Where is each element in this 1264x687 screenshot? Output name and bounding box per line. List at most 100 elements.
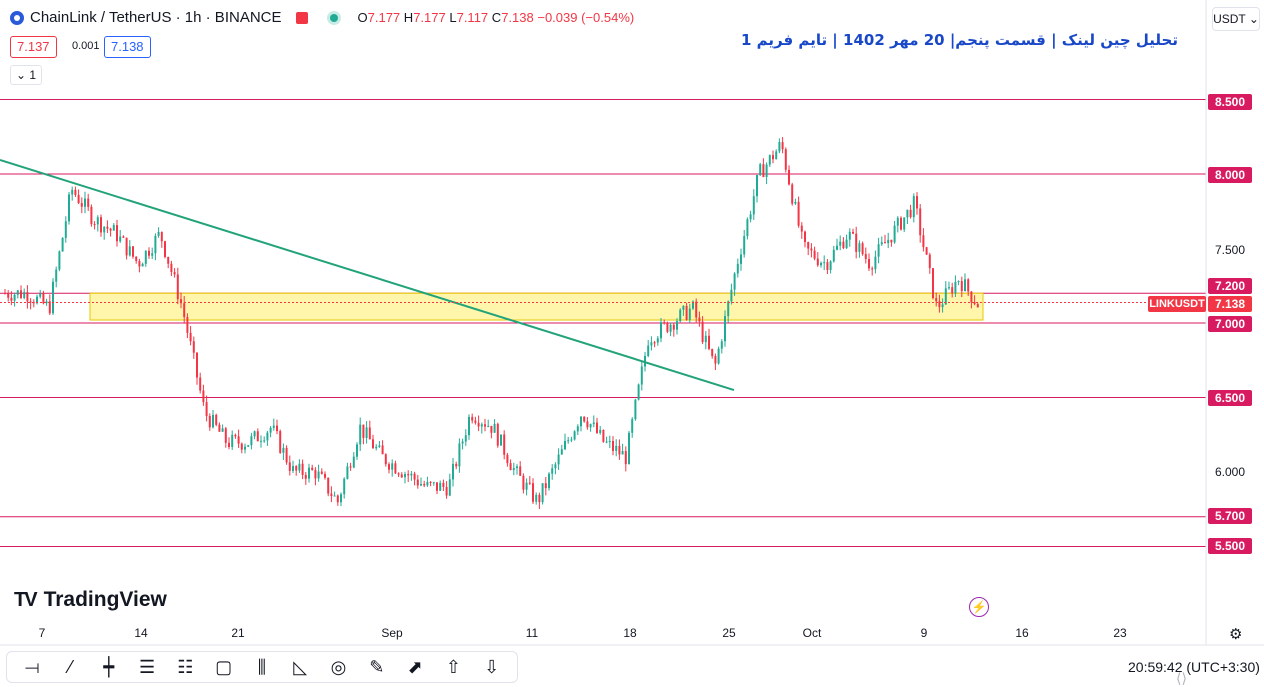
- arrow-up-tool-icon[interactable]: ⇧: [445, 656, 461, 677]
- candle-body: [160, 231, 163, 242]
- clock-timezone[interactable]: 20:59:42 (UTC+3:30): [1128, 659, 1260, 675]
- price-label-7200: 7.200: [1208, 278, 1252, 294]
- symbol-header[interactable]: ChainLink / TetherUS · 1h · BINANCE O7.1…: [10, 9, 634, 26]
- candle-body: [605, 441, 608, 443]
- trend-line-tool-icon[interactable]: ⁄: [68, 656, 72, 677]
- symbol-line[interactable]: ChainLink / TetherUS · 1h · BINANCE: [30, 9, 282, 26]
- candle-body: [663, 322, 666, 324]
- candle-body: [612, 440, 614, 451]
- candle-body: [839, 241, 842, 246]
- support-zone[interactable]: [89, 292, 984, 321]
- candle-body: [964, 279, 966, 292]
- candle-body: [285, 447, 288, 463]
- candle-body: [973, 302, 976, 305]
- candle-body: [682, 305, 685, 310]
- tradingview-logo[interactable]: TV TradingView: [14, 588, 167, 611]
- candle-body: [756, 175, 758, 197]
- candle-body: [400, 474, 403, 478]
- candle-body: [823, 262, 826, 264]
- candle-body: [100, 217, 102, 233]
- candle-body: [109, 228, 112, 231]
- candle-body: [804, 231, 806, 243]
- scroll-handle-icon[interactable]: ⟨⟩: [1176, 670, 1187, 686]
- parallel-channel-tool-icon[interactable]: ☰: [138, 656, 156, 677]
- candle-body: [234, 434, 237, 437]
- candle-body: [317, 471, 320, 479]
- candle-body: [372, 439, 374, 449]
- candle-body: [7, 293, 10, 298]
- circle-tool-icon[interactable]: ◎: [330, 656, 347, 677]
- candle-body: [205, 402, 208, 417]
- triangle-pattern-tool-icon[interactable]: ◺: [293, 656, 308, 677]
- candle-body: [490, 425, 493, 433]
- candle-body: [794, 201, 797, 204]
- currency-selector[interactable]: USDT ⌄: [1212, 7, 1260, 31]
- candle-body: [519, 466, 522, 476]
- candle-body: [564, 440, 566, 450]
- sell-price-button[interactable]: 7.137: [10, 36, 57, 58]
- fib-retracement-tool-icon[interactable]: ☷: [177, 656, 194, 677]
- arrow-tool-icon[interactable]: ⬈: [407, 656, 423, 677]
- candle-body: [301, 463, 304, 475]
- candle-body: [656, 338, 659, 343]
- rectangle-tool-icon[interactable]: ▢: [215, 656, 233, 677]
- candle-body: [951, 287, 954, 294]
- time-label: 23: [1113, 626, 1127, 640]
- candle-body: [720, 341, 723, 349]
- candle-body: [384, 454, 387, 465]
- candle-body: [509, 463, 512, 471]
- candle-body: [708, 335, 710, 349]
- long-position-tool-icon[interactable]: ⫼: [257, 656, 267, 677]
- brush-tool-icon[interactable]: ✎: [369, 656, 385, 677]
- candle-body: [362, 424, 365, 438]
- buy-price-button[interactable]: 7.138: [104, 36, 151, 58]
- candle-body: [314, 470, 317, 479]
- settings-gear-icon[interactable]: ⚙: [1229, 626, 1243, 643]
- horizontal-ray-tool-icon[interactable]: ⟞: [24, 656, 40, 677]
- candle-body: [173, 272, 176, 275]
- candle-body: [20, 290, 22, 298]
- candle-body: [237, 436, 240, 444]
- candle-body: [976, 304, 979, 308]
- candle-body: [743, 236, 746, 255]
- chainlink-logo-icon: [10, 10, 24, 25]
- candle-body: [717, 348, 720, 364]
- candle-body: [887, 239, 890, 244]
- candle-body: [96, 217, 99, 225]
- candle-body: [855, 233, 858, 252]
- candle-body: [880, 242, 883, 245]
- candle-body: [688, 308, 691, 320]
- candle-body: [336, 495, 339, 503]
- candle-body: [538, 494, 541, 503]
- candle-body: [624, 451, 627, 465]
- candle-body: [935, 298, 938, 302]
- candle-body: [356, 444, 358, 457]
- trendline[interactable]: [0, 159, 735, 392]
- chart-annotation-title[interactable]: تحلیل چین لینک | قسمت پنجم| 20 مهر 1402 …: [741, 31, 1178, 49]
- indicators-collapse-button[interactable]: ⌄ 1: [10, 65, 42, 85]
- candle-body: [628, 432, 630, 465]
- candle-body: [330, 493, 333, 497]
- candle-body: [244, 446, 246, 450]
- vertical-line-tool-icon[interactable]: ┿: [103, 656, 115, 677]
- arrow-down-tool-icon[interactable]: ⇩: [484, 656, 500, 677]
- candle-body: [906, 209, 909, 218]
- candle-body: [695, 301, 698, 318]
- candle-body: [676, 321, 678, 330]
- candle-body: [592, 422, 595, 425]
- candle-body: [925, 247, 928, 255]
- candle-body: [896, 217, 899, 226]
- candle-body: [548, 473, 550, 489]
- candle-body: [762, 164, 765, 178]
- candle-body: [189, 332, 192, 342]
- candle-body: [295, 466, 298, 471]
- candle-body: [320, 471, 323, 474]
- candle-body: [516, 466, 518, 469]
- candle-body: [352, 456, 355, 468]
- lightning-icon[interactable]: ⚡: [969, 597, 989, 617]
- alert-flag-icon[interactable]: [295, 11, 308, 24]
- candle-body: [333, 495, 336, 497]
- candle-body: [122, 236, 125, 238]
- candle-body: [141, 263, 144, 267]
